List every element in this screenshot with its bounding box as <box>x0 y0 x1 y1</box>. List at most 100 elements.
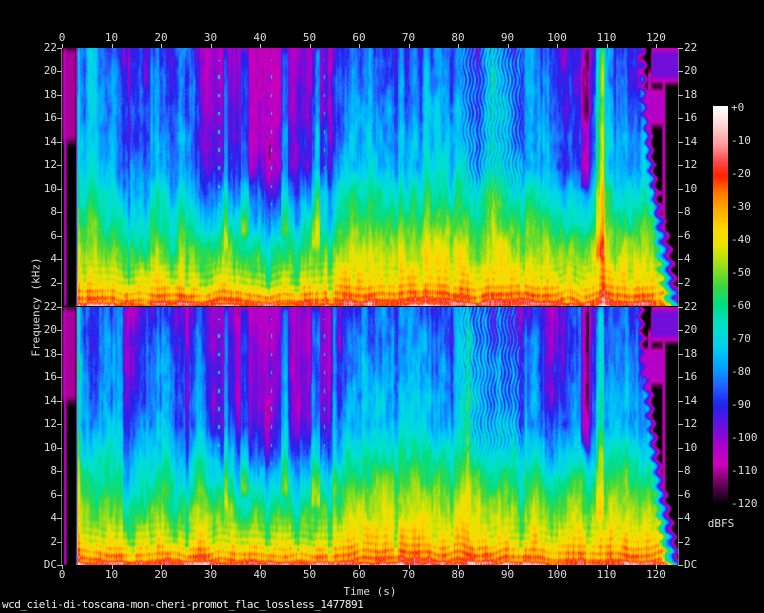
freq-tick-mark-left <box>57 448 62 449</box>
freq-tick-mark-left <box>57 283 62 284</box>
time-tick-label-top: 70 <box>401 31 416 44</box>
time-tick-mark-top <box>557 44 558 48</box>
time-tick-mark-top <box>210 44 212 48</box>
freq-tick-label-right: 8 <box>684 205 691 218</box>
time-tick-mark-bottom <box>260 565 261 569</box>
freq-tick-mark-left <box>57 354 62 355</box>
freq-tick-label-left: 4 <box>50 252 57 265</box>
time-tick-label-top: 90 <box>500 31 515 44</box>
time-tick-label-top: 10 <box>104 31 119 44</box>
freq-tick-mark-left <box>57 142 62 143</box>
freq-tick-label-right: DC <box>684 558 698 571</box>
freq-tick-label-left: 8 <box>50 205 57 218</box>
freq-tick-mark-left <box>57 71 62 72</box>
freq-tick-mark-right <box>678 71 683 72</box>
time-tick-mark-bottom <box>507 565 509 569</box>
freq-tick-mark-right <box>678 48 683 49</box>
freq-tick-mark-left <box>57 118 62 119</box>
freq-tick-label-right: 6 <box>684 229 691 242</box>
colorbar-title: dBFS <box>707 517 735 530</box>
freq-tick-label-right: 14 <box>684 394 698 407</box>
freq-tick-label-left: 4 <box>50 511 57 524</box>
time-tick-label-top: 110 <box>596 31 617 44</box>
time-tick-label-bottom: 110 <box>596 568 617 581</box>
time-tick-label-bottom: 0 <box>58 568 66 581</box>
freq-tick-mark-left <box>57 189 62 190</box>
freq-tick-mark-right <box>678 259 683 260</box>
colorbar-tick-label: -60 <box>731 299 751 312</box>
freq-tick-mark-left <box>57 471 62 472</box>
colorbar-tick-label: -70 <box>731 332 751 345</box>
colorbar-tick-label: -120 <box>731 497 758 510</box>
spectrogram-channel-left <box>62 48 678 306</box>
freq-tick-label-left: 16 <box>43 370 57 383</box>
y-axis-line-right <box>678 48 679 565</box>
freq-tick-label-left: 2 <box>50 276 57 289</box>
colorbar-tick-label: -110 <box>731 464 758 477</box>
freq-tick-label-right: 2 <box>684 535 691 548</box>
freq-tick-mark-right <box>678 518 683 519</box>
freq-tick-label-left: 10 <box>43 182 57 195</box>
x-axis-label: Time (s) <box>343 585 397 598</box>
time-tick-mark-top <box>606 44 608 48</box>
freq-tick-label-right: 10 <box>684 441 698 454</box>
time-tick-mark-bottom <box>62 565 63 569</box>
freq-tick-mark-right <box>678 448 683 449</box>
freq-tick-label-right: 22 <box>684 41 698 54</box>
freq-tick-mark-left <box>57 212 62 213</box>
time-tick-mark-top <box>260 44 261 48</box>
freq-tick-label-left: 10 <box>43 441 57 454</box>
time-tick-mark-bottom <box>359 565 360 569</box>
freq-tick-label-left: 22 <box>43 300 57 313</box>
freq-tick-label-left: 8 <box>50 464 57 477</box>
time-tick-mark-top <box>309 44 311 48</box>
time-tick-label-bottom: 10 <box>104 568 119 581</box>
time-tick-mark-bottom <box>161 565 162 569</box>
time-tick-mark-bottom <box>309 565 311 569</box>
freq-tick-mark-right <box>678 330 683 331</box>
colorbar-tick-label: -100 <box>731 431 758 444</box>
freq-tick-label-right: 20 <box>684 64 698 77</box>
freq-tick-label-left: 2 <box>50 535 57 548</box>
freq-tick-mark-left <box>57 330 62 331</box>
freq-tick-mark-left <box>57 565 62 566</box>
freq-tick-label-left: 12 <box>43 158 57 171</box>
freq-tick-mark-left <box>57 236 62 237</box>
freq-tick-mark-right <box>678 142 683 143</box>
freq-tick-mark-left <box>57 542 62 543</box>
colorbar-tick-label: -20 <box>731 167 751 180</box>
time-tick-mark-bottom <box>210 565 212 569</box>
freq-tick-label-right: 12 <box>684 417 698 430</box>
freq-tick-label-left: 18 <box>43 347 57 360</box>
freq-tick-label-right: 6 <box>684 488 691 501</box>
freq-tick-mark-right <box>678 565 683 566</box>
time-tick-label-top: 80 <box>451 31 465 44</box>
freq-tick-label-right: 20 <box>684 323 698 336</box>
freq-tick-mark-right <box>678 354 683 355</box>
time-tick-label-bottom: 80 <box>451 568 465 581</box>
freq-tick-mark-right <box>678 424 683 425</box>
colorbar-tick-label: -10 <box>731 134 751 147</box>
freq-tick-label-left: 22 <box>43 41 57 54</box>
freq-tick-mark-left <box>57 518 62 519</box>
freq-tick-mark-left <box>57 401 62 402</box>
time-tick-label-top: 40 <box>253 31 267 44</box>
freq-tick-mark-right <box>678 212 683 213</box>
freq-tick-label-right: 8 <box>684 464 691 477</box>
colorbar-gradient <box>713 106 728 505</box>
time-tick-mark-top <box>656 44 657 48</box>
time-tick-label-top: 0 <box>58 31 66 44</box>
freq-tick-mark-left <box>57 424 62 425</box>
freq-tick-label-right: 18 <box>684 88 698 101</box>
freq-tick-mark-right <box>678 307 683 308</box>
time-tick-label-bottom: 50 <box>302 568 317 581</box>
time-tick-mark-bottom <box>557 565 558 569</box>
freq-tick-mark-left <box>57 307 62 308</box>
freq-tick-mark-left <box>57 495 62 496</box>
time-tick-label-top: 100 <box>547 31 567 44</box>
freq-tick-label-left: DC <box>43 558 57 571</box>
freq-tick-mark-right <box>678 165 683 166</box>
freq-tick-mark-right <box>678 118 683 119</box>
freq-tick-mark-right <box>678 236 683 237</box>
